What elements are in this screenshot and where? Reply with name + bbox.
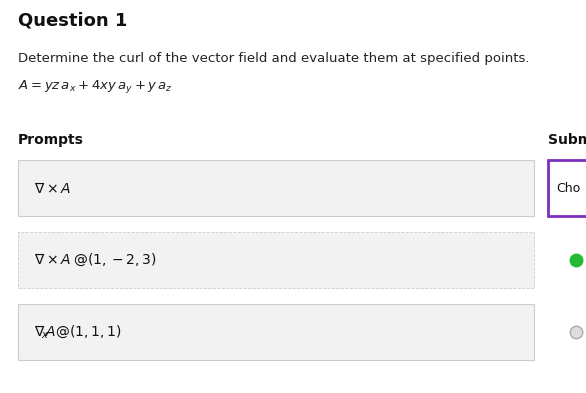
FancyBboxPatch shape bbox=[18, 160, 534, 216]
Text: Subm: Subm bbox=[548, 133, 586, 147]
FancyBboxPatch shape bbox=[18, 232, 534, 288]
FancyBboxPatch shape bbox=[548, 160, 586, 216]
FancyBboxPatch shape bbox=[18, 304, 534, 360]
Text: Prompts: Prompts bbox=[18, 133, 84, 147]
Text: Question 1: Question 1 bbox=[18, 12, 127, 30]
Text: $\nabla_{\!x}\!A@(1,1,1)$: $\nabla_{\!x}\!A@(1,1,1)$ bbox=[34, 323, 121, 340]
Text: Cho: Cho bbox=[556, 182, 580, 195]
Text: Determine the curl of the vector field and evaluate them at specified points.: Determine the curl of the vector field a… bbox=[18, 52, 530, 65]
Text: $\nabla \times A \;@(1,-2,3)$: $\nabla \times A \;@(1,-2,3)$ bbox=[34, 252, 157, 268]
Text: $A = yz\, a_{x} + 4xy\, a_{y} + y\, a_{z}$: $A = yz\, a_{x} + 4xy\, a_{y} + y\, a_{z… bbox=[18, 78, 173, 95]
Text: $\nabla \times A$: $\nabla \times A$ bbox=[34, 180, 71, 195]
